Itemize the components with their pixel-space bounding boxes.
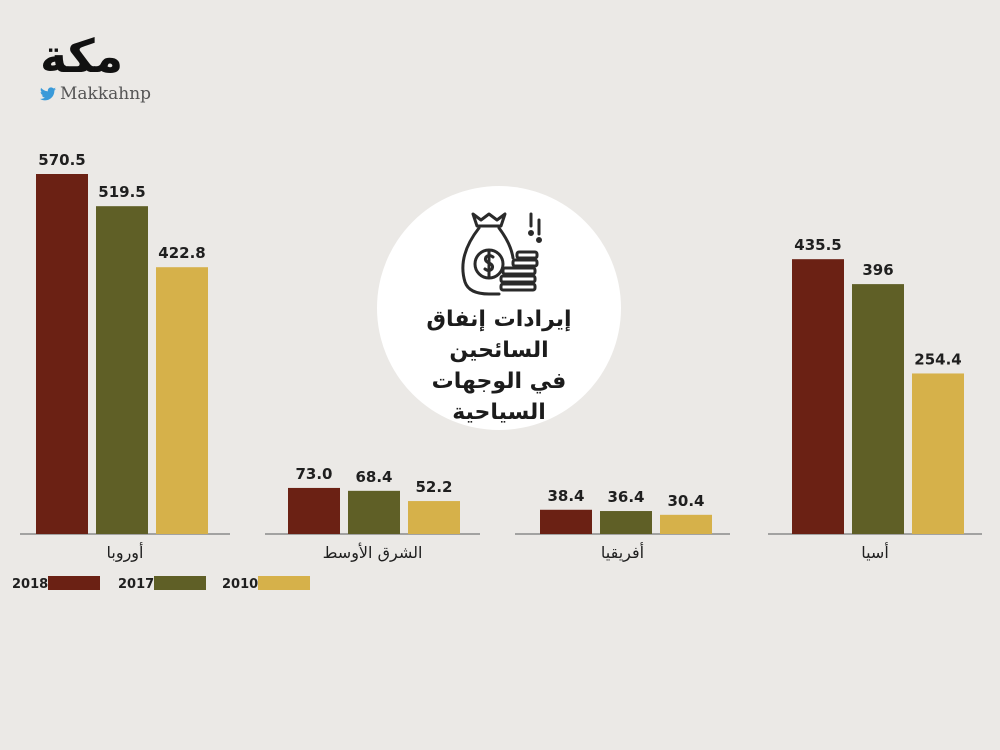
brand-logo: مكة Makkahnp: [36, 28, 166, 108]
legend-swatch: [154, 576, 206, 590]
legend-label: 2018: [12, 577, 48, 592]
badge-title: إيرادات إنفاق السائحين في الوجهات السياح…: [377, 304, 621, 428]
data-label: 30.4: [667, 492, 704, 510]
legend-swatch: [258, 576, 310, 590]
bar: [96, 206, 148, 534]
social-handle[interactable]: Makkahnp: [40, 84, 151, 104]
category-label: الشرق الأوسط: [323, 542, 423, 563]
data-label: 254.4: [914, 350, 961, 368]
title-badge: إيرادات إنفاق السائحين في الوجهات السياح…: [377, 186, 621, 430]
data-label: 38.4: [547, 487, 584, 505]
logo-wordmark: مكة: [40, 29, 124, 83]
data-label: 422.8: [158, 244, 205, 262]
bar: [600, 511, 652, 534]
bar: [408, 501, 460, 534]
bar: [852, 284, 904, 534]
category-label: أفريقيا: [601, 542, 644, 563]
data-label: 519.5: [98, 183, 145, 201]
twitter-bird-icon: [40, 87, 56, 101]
bar: [288, 487, 340, 534]
category-label: أسيا: [861, 542, 889, 562]
legend-swatch: [48, 576, 100, 590]
data-label: 73.0: [295, 465, 332, 483]
badge-title-line: إيرادات إنفاق السائحين: [426, 307, 572, 363]
category-label: أوروبا: [107, 542, 144, 563]
bar: [792, 259, 844, 534]
data-label: 52.2: [415, 478, 452, 496]
bar: [36, 174, 88, 534]
bar: [912, 373, 964, 534]
data-label: 435.5: [794, 236, 841, 254]
data-label: 396: [862, 261, 893, 279]
data-label: 570.5: [38, 151, 85, 169]
bar: [540, 509, 592, 534]
badge-title-line: السياحية: [452, 400, 546, 425]
money-bag-coins-icon: [461, 212, 542, 296]
handle-text: Makkahnp: [60, 84, 152, 104]
legend-label: 2010: [222, 577, 258, 592]
badge-title-line: في الوجهات: [431, 369, 567, 394]
data-label: 68.4: [355, 468, 392, 486]
data-label: 36.4: [607, 488, 644, 506]
legend-label: 2017: [118, 577, 154, 592]
bar: [348, 490, 400, 534]
bar: [156, 267, 208, 534]
bar: [660, 514, 712, 534]
